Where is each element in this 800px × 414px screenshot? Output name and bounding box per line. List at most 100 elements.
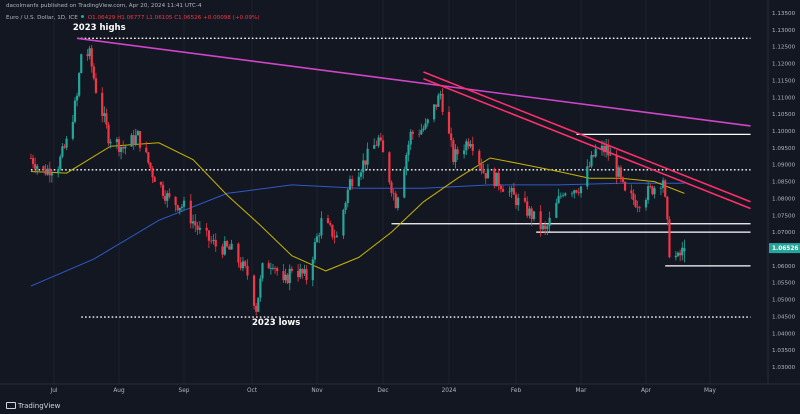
time-tick-label: Apr — [641, 388, 652, 394]
candle-body — [221, 246, 224, 255]
candle-body — [80, 54, 83, 74]
candle-body — [50, 173, 54, 176]
candle-body — [119, 147, 123, 152]
ohlc-line: Euro / U.S. Dollar, 1D, ICE O1.06429 H1.0… — [6, 15, 259, 21]
time-tick-label: Aug — [113, 388, 125, 394]
candle-body — [122, 147, 125, 149]
candle-body — [237, 243, 240, 263]
candle-body — [153, 177, 156, 183]
candle-body — [59, 156, 62, 170]
candle-body — [130, 135, 133, 147]
candle-body — [212, 239, 215, 241]
candle-body — [311, 259, 314, 281]
candle-body — [590, 155, 593, 167]
candle-body — [198, 227, 201, 230]
price-tick-label: 1.13500 — [772, 11, 796, 17]
time-tick-label: Mar — [576, 388, 588, 394]
candle-body — [178, 207, 181, 211]
candle-body — [510, 188, 513, 192]
candle-body — [86, 54, 89, 57]
candle-body — [257, 297, 260, 312]
time-tick-label: May — [704, 388, 717, 394]
candle-body — [539, 211, 542, 230]
market-status-icon — [80, 15, 84, 18]
candle-body — [605, 145, 608, 153]
candle-body — [530, 208, 533, 220]
candle-body — [463, 150, 466, 155]
candle-body — [241, 261, 245, 269]
candle-body — [205, 227, 208, 231]
candle-body — [42, 166, 45, 170]
tradingview-icon — [6, 402, 16, 409]
candle-body — [403, 169, 406, 198]
candle-body — [303, 269, 306, 274]
candle-body — [523, 197, 527, 202]
candle-body — [145, 147, 148, 153]
candle-body — [159, 182, 163, 185]
candle-body — [409, 131, 412, 145]
candle-body — [381, 140, 385, 153]
candle-body — [320, 218, 323, 236]
price-tick-label: 1.08500 — [772, 180, 796, 186]
candle-body — [653, 188, 656, 195]
candle-body — [34, 164, 37, 169]
candle-body — [439, 93, 442, 96]
candle-body — [149, 162, 152, 169]
candle-body — [29, 157, 33, 159]
candle-body — [600, 145, 604, 150]
candle-body — [166, 193, 169, 201]
price-tick-label: 1.09500 — [772, 146, 796, 152]
price-tick-label: 1.07500 — [772, 213, 796, 219]
candle-body — [392, 192, 395, 194]
last-price-tag — [769, 243, 800, 254]
price-tick-label: 1.11000 — [772, 95, 796, 101]
candle-body — [44, 169, 47, 175]
candle-body — [679, 252, 682, 256]
candle-body — [432, 104, 436, 120]
candle-body — [588, 166, 591, 168]
ma200-line — [30, 182, 685, 287]
candle-body — [239, 262, 242, 269]
time-tick-label: Nov — [311, 388, 323, 394]
candle-body — [426, 119, 429, 124]
candle-body — [73, 100, 77, 122]
price-tick-label: 1.03000 — [772, 365, 796, 371]
candle-body — [659, 187, 663, 189]
candle-body — [435, 104, 438, 107]
candle-body — [246, 265, 249, 276]
candle-body — [191, 221, 195, 224]
candle-body — [437, 95, 440, 107]
candle-body — [495, 172, 498, 187]
candle-body — [286, 274, 289, 284]
price-tick-label: 1.03500 — [772, 348, 796, 354]
candle-body — [326, 218, 330, 224]
candle-body — [92, 66, 95, 79]
candle-body — [329, 223, 332, 225]
candle-body — [632, 193, 635, 200]
candle-body — [138, 131, 142, 148]
candle-body — [259, 278, 262, 298]
candle-body — [357, 176, 360, 187]
candle-body — [422, 128, 425, 131]
candle-body — [377, 137, 380, 146]
candle-body — [362, 160, 365, 173]
price-tick-label: 1.07000 — [772, 230, 796, 236]
candle-body — [676, 252, 680, 256]
candle-body — [315, 236, 319, 243]
candle-body — [411, 131, 414, 134]
candle-body — [299, 268, 302, 278]
candle-body — [290, 268, 293, 271]
candle-body — [124, 146, 127, 149]
tradingview-logo[interactable]: TradingView — [6, 402, 60, 410]
ohlc-close: C1.06526 — [174, 15, 202, 21]
candle-body — [559, 195, 562, 197]
candle-body — [230, 243, 233, 250]
candle-body — [465, 141, 468, 151]
candle-body — [623, 181, 627, 191]
candle-body — [575, 190, 578, 193]
candle-body — [661, 180, 665, 188]
candle-body — [456, 149, 459, 155]
candle-body — [441, 93, 444, 112]
price-tick-label: 1.05000 — [772, 298, 796, 304]
